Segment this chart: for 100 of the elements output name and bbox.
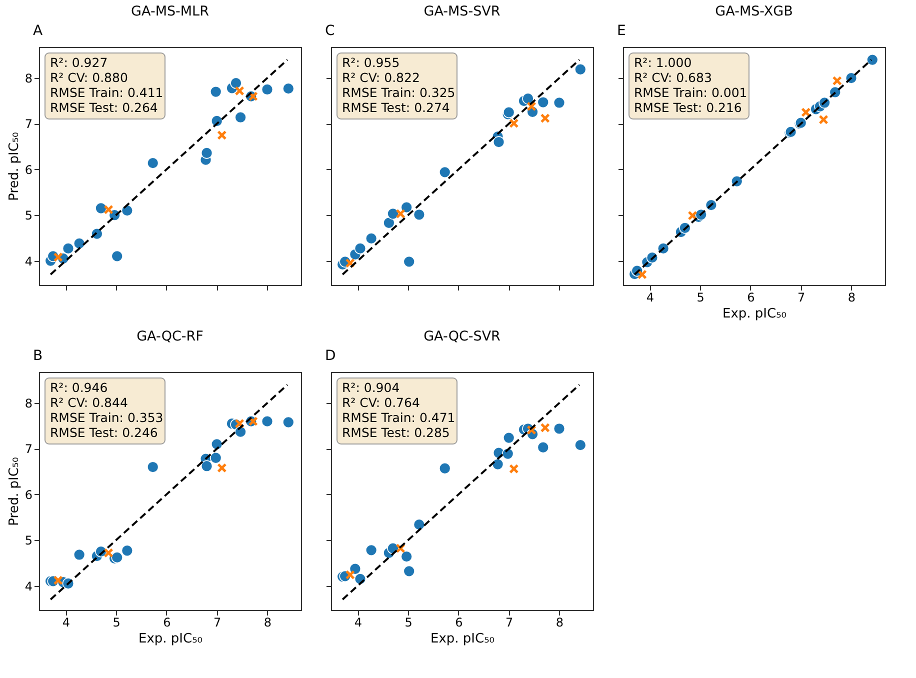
point — [400, 201, 412, 214]
point — [537, 96, 549, 108]
chart-title: GA-MS-XGB — [715, 4, 793, 20]
point — [230, 77, 242, 89]
x-tick-label: 5 — [112, 616, 120, 630]
point — [527, 102, 536, 111]
text: E — [617, 23, 626, 39]
y-tick-label: 5 — [24, 208, 32, 223]
point — [111, 250, 123, 262]
chart-title: GA-MS-MLR — [131, 4, 209, 20]
point — [95, 202, 107, 214]
annotation: R²: 0.927 — [50, 55, 108, 70]
annotation: R²: 0.946 — [50, 380, 108, 395]
annotation: R²: 1.000 — [634, 55, 692, 70]
point — [688, 211, 698, 220]
x-tick-label: 5 — [696, 290, 704, 304]
point — [282, 416, 294, 428]
y-tick-label: 7 — [24, 442, 32, 456]
point — [387, 208, 399, 220]
text: C — [325, 23, 335, 39]
x-axis-title: Exp. pIC₅₀ — [430, 632, 495, 646]
point — [400, 550, 412, 562]
point — [146, 461, 159, 473]
point — [146, 157, 159, 169]
point — [217, 463, 226, 472]
text: B — [33, 348, 43, 364]
annotation: RMSE Test: 0.264 — [50, 100, 158, 115]
y-tick-label: 7 — [24, 117, 32, 132]
annotation: R² CV: 0.764 — [342, 395, 420, 410]
point — [537, 442, 549, 454]
point — [638, 270, 647, 279]
chart-title: GA-QC-RF — [136, 328, 204, 344]
point — [235, 86, 244, 96]
point — [383, 217, 395, 229]
point — [396, 209, 406, 218]
point — [365, 544, 378, 556]
point — [346, 258, 355, 268]
annotation: RMSE Train: 0.411 — [50, 85, 164, 100]
point — [801, 108, 810, 117]
point — [210, 86, 222, 98]
x-tick-label: 8 — [264, 616, 272, 630]
annotation: RMSE Train: 0.353 — [50, 410, 164, 425]
point — [200, 147, 213, 159]
y-tick-label: 4 — [24, 254, 32, 268]
point — [261, 415, 274, 428]
x-tick-label: 6 — [455, 616, 463, 630]
point — [365, 232, 378, 244]
annotation: RMSE Test: 0.285 — [342, 425, 450, 440]
chart-title: GA-QC-SVR — [424, 328, 500, 344]
point — [832, 76, 842, 86]
x-tick-label: 7 — [506, 616, 514, 630]
point — [866, 54, 878, 66]
point — [354, 242, 366, 254]
y-tick-label: 4 — [24, 579, 32, 594]
point — [54, 576, 63, 585]
y-axis-title: Pred. pIC₅₀ — [6, 457, 22, 526]
point — [104, 205, 114, 214]
point — [104, 548, 114, 558]
x-tick-label: 4 — [62, 616, 70, 630]
point — [509, 118, 518, 128]
point — [121, 544, 134, 556]
x-axis-title: Exp. pIC₅₀ — [138, 632, 203, 646]
x-tick-label: 8 — [848, 290, 856, 304]
point — [403, 565, 415, 578]
point — [210, 452, 222, 464]
y-tick-label: 6 — [24, 162, 32, 177]
point — [413, 208, 426, 221]
annotation: RMSE Test: 0.274 — [342, 100, 450, 115]
y-tick-label: 6 — [24, 488, 32, 502]
annotation: RMSE Train: 0.471 — [342, 410, 456, 425]
x-tick-label: 6 — [163, 616, 171, 630]
annotation: R²: 0.904 — [342, 380, 400, 395]
point — [413, 518, 426, 530]
point — [492, 458, 504, 470]
point — [574, 439, 586, 451]
point — [540, 423, 550, 432]
x-tick-label: 4 — [646, 290, 654, 304]
annotation: R² CV: 0.880 — [50, 70, 128, 85]
annotation: RMSE Test: 0.216 — [634, 100, 742, 115]
y-axis-title: Pred. pIC₅₀ — [6, 132, 22, 201]
point — [346, 570, 355, 580]
point — [73, 548, 86, 561]
x-tick-label: 8 — [556, 616, 564, 630]
x-tick-label: 4 — [354, 616, 362, 630]
annotation: R² CV: 0.844 — [50, 395, 128, 410]
chart-title: GA-MS-SVR — [424, 4, 500, 20]
text: D — [325, 348, 336, 364]
point — [574, 64, 586, 76]
point — [261, 84, 274, 96]
point — [54, 252, 63, 262]
x-tick-label: 7 — [798, 290, 806, 304]
point — [200, 460, 213, 472]
annotation: RMSE Train: 0.001 — [634, 85, 748, 100]
point — [62, 242, 74, 254]
annotation: RMSE Test: 0.246 — [50, 425, 158, 440]
point — [438, 462, 451, 474]
point — [403, 256, 415, 268]
point — [282, 82, 294, 94]
point — [111, 552, 123, 564]
point — [121, 204, 134, 216]
